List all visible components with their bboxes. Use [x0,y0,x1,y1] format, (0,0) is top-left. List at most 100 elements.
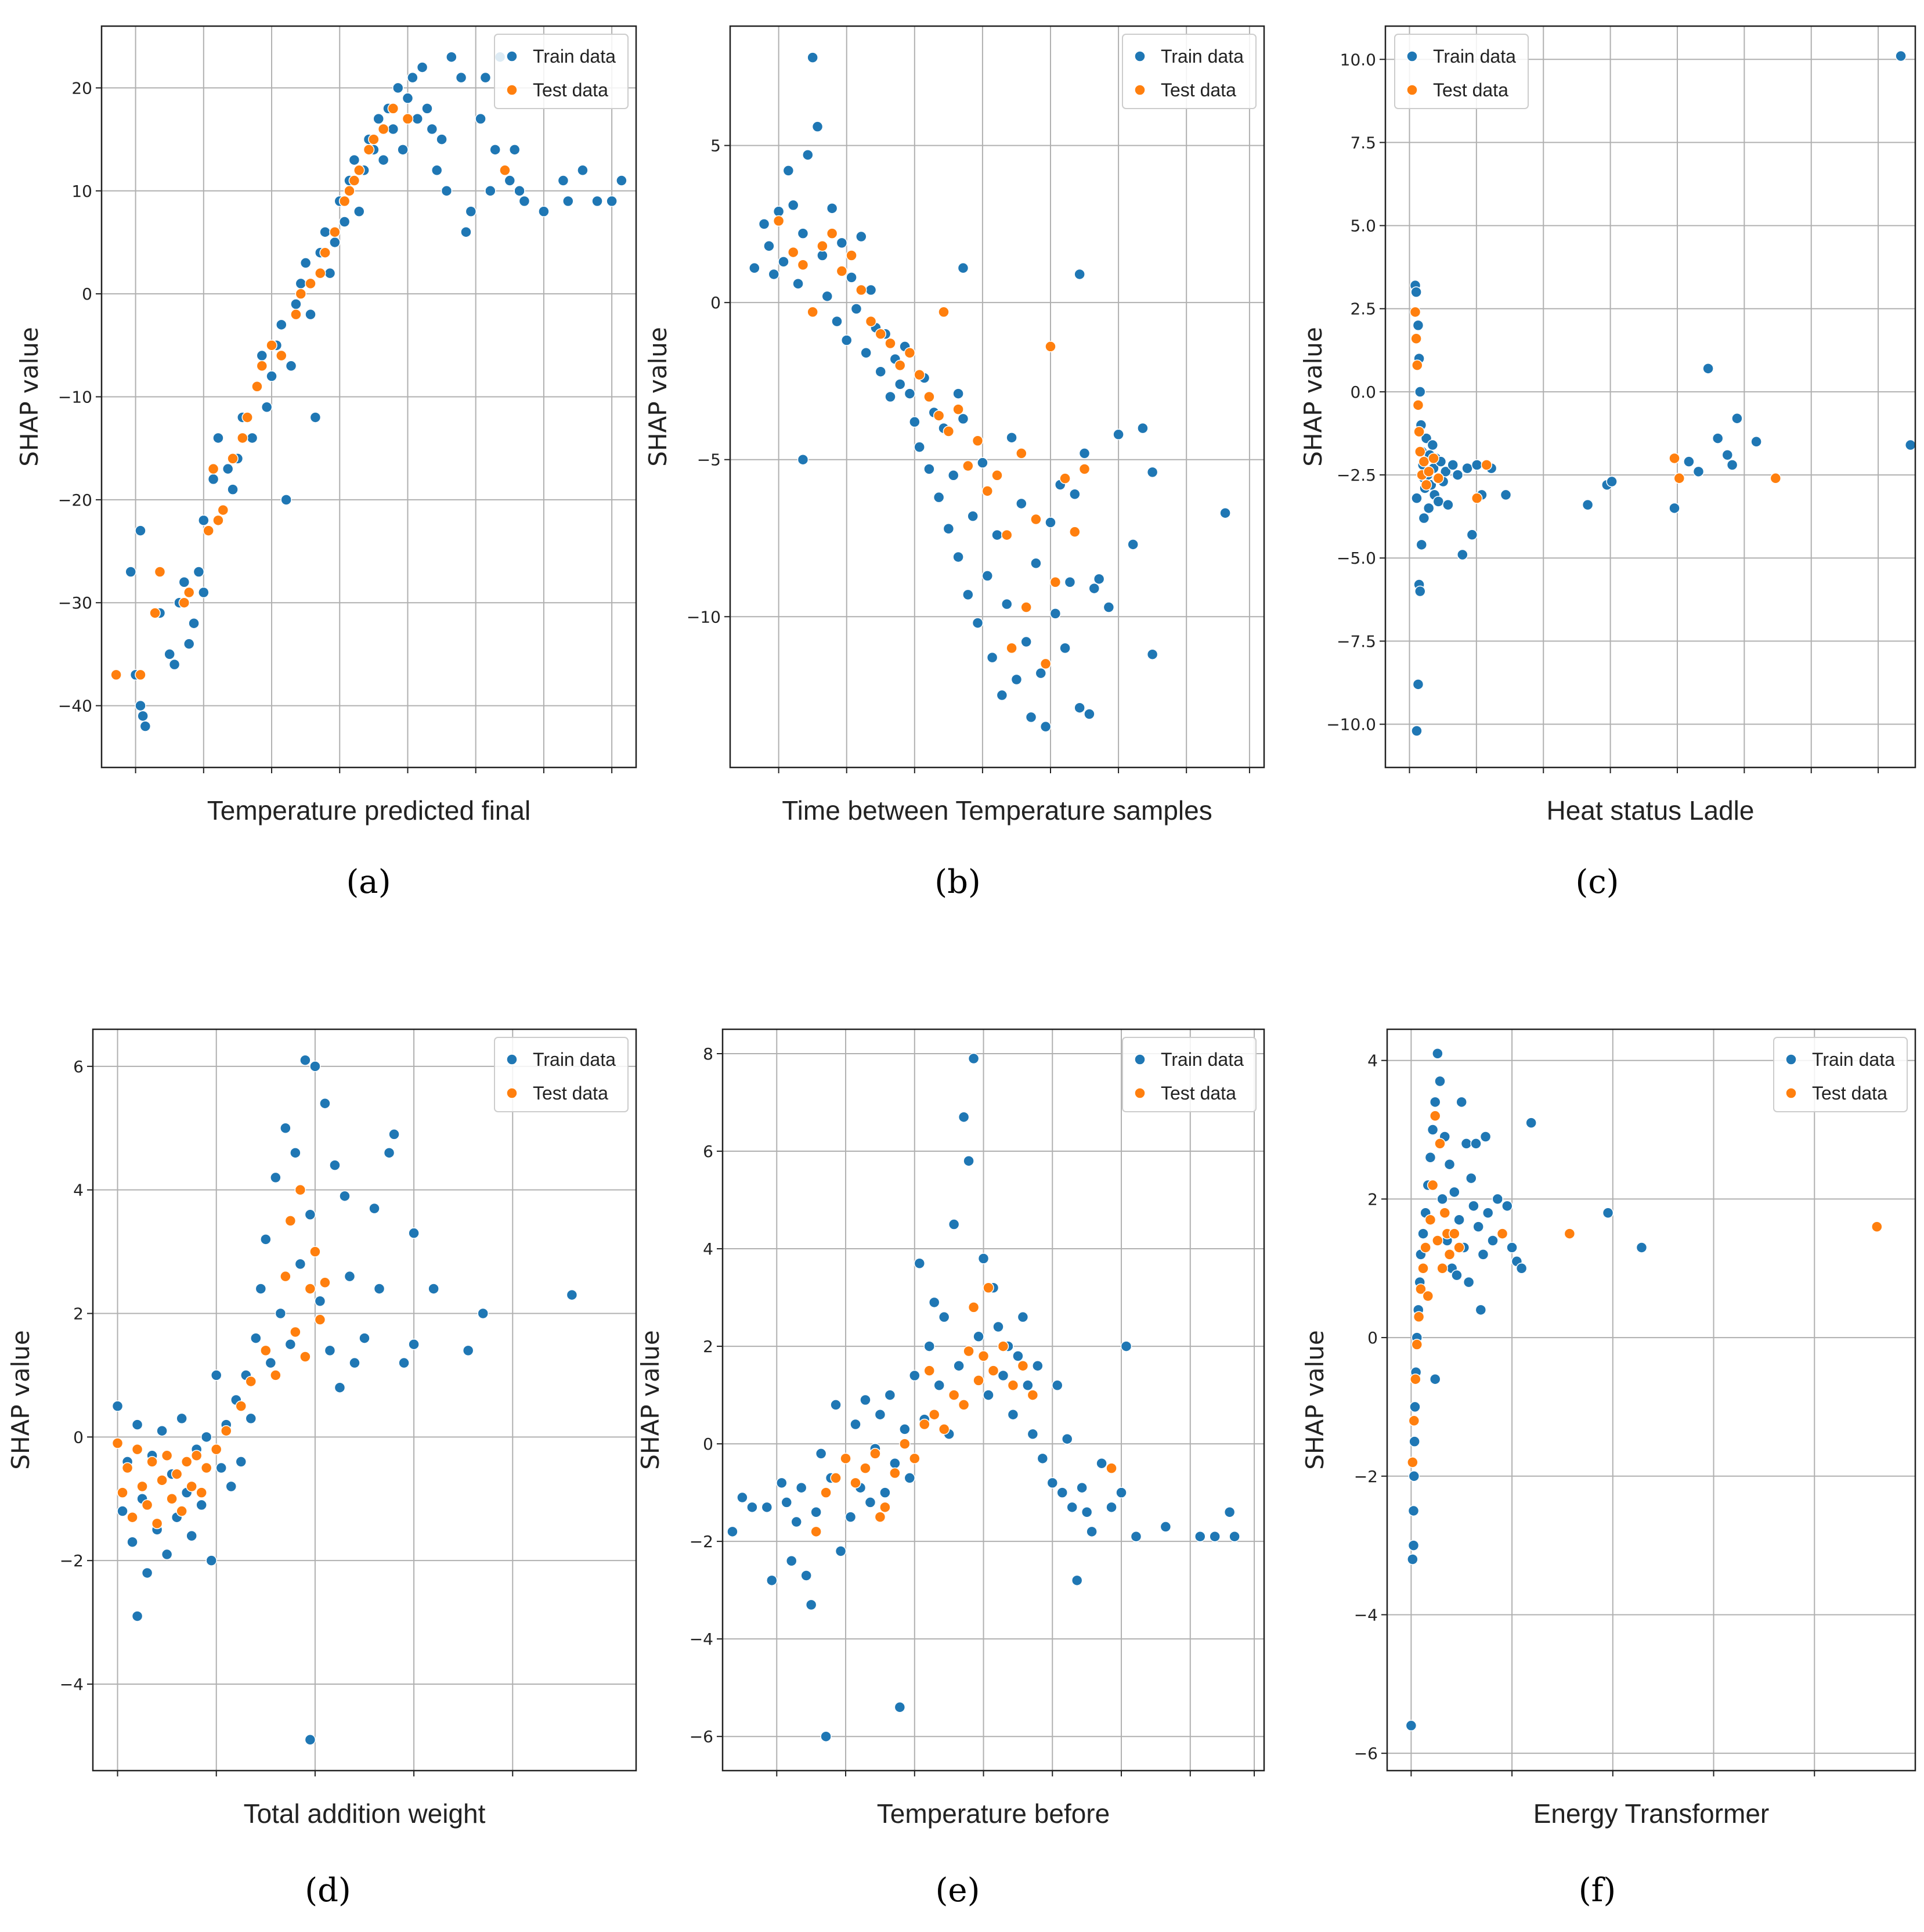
train-point [802,149,814,161]
legend-box [494,1037,629,1112]
train-point [408,1227,420,1239]
train-point [1429,1373,1441,1385]
test-point [338,195,351,207]
test-point [402,113,414,125]
test-point [203,525,214,536]
test-point [1418,456,1430,467]
test-point [1007,1379,1019,1392]
train-point [1408,1470,1420,1482]
test-point [1017,1360,1029,1372]
train-point [782,165,795,176]
test-point [830,1472,842,1484]
test-series [111,1184,331,1530]
legend-train-label: Train data [1812,1049,1895,1070]
train-point [284,1338,297,1350]
train-point [616,175,627,186]
train-point [1471,459,1483,471]
test-point [958,1399,970,1411]
test-point [987,1365,999,1376]
train-point [953,1360,965,1372]
train-point [1443,1158,1456,1170]
train-point [795,1482,807,1494]
train-point [402,92,414,104]
train-point [1492,1193,1504,1205]
train-point [1146,466,1158,478]
train-point [270,1172,281,1184]
test-point [178,597,190,608]
test-point [1496,1228,1508,1239]
train-point [1412,679,1424,690]
train-point [387,123,399,135]
train-point [1407,1505,1420,1517]
y-tick-label: 4 [703,1239,713,1259]
train-point [761,1501,773,1513]
train-point [1113,428,1124,441]
test-point [797,259,809,271]
train-point [193,566,205,578]
train-point [1007,1408,1019,1421]
y-axis-label: SHAP value [1301,1330,1329,1469]
legend-test-marker [506,1087,518,1099]
train-point [894,1702,906,1713]
grid [730,26,1264,767]
test-point [875,328,887,340]
train-point [904,1472,916,1484]
x-axis-label: Time between Temperature samples [782,795,1212,826]
y-tick-label: 0 [703,1434,713,1454]
legend-test-label: Test data [533,1083,608,1104]
test-point [200,1462,212,1474]
test-point [1427,1179,1439,1191]
y-axis-label: SHAP value [6,1330,35,1469]
grid [723,1029,1264,1771]
test-point [1059,473,1071,484]
train-point [1056,1487,1068,1498]
train-point [885,391,896,403]
train-point [1475,1304,1487,1316]
train-point [225,1480,237,1493]
legend-train-marker [1785,1054,1797,1065]
test-point [1420,1242,1431,1253]
train-point [810,1506,822,1518]
test-point [977,1350,990,1362]
train-point [996,689,1008,701]
train-point [1030,557,1042,569]
train-point [1432,496,1445,507]
train-series [1405,1048,1648,1732]
test-point [136,1480,148,1493]
train-point [914,441,925,453]
test-point [894,359,906,372]
test-point [377,123,389,135]
train-point [407,71,418,84]
train-point [518,195,530,207]
y-tick-label: −6 [1354,1744,1378,1763]
train-point [1093,573,1105,585]
train-point [811,121,824,132]
train-point [1025,711,1037,723]
train-point [1106,1501,1117,1513]
train-point [606,195,618,207]
test-point [807,306,818,318]
train-point [1429,1096,1441,1108]
train-point [800,1570,812,1581]
train-point [265,1357,277,1369]
test-point [166,1493,178,1505]
y-tick-label: 7.5 [1350,133,1376,152]
legend-train-label: Train data [1161,1049,1244,1070]
test-point [1020,601,1032,613]
panel-c: −10.0 −7.5 −5.0 −2.5 0.0 2.5 5.0 7.5 10.0 Train d… [1299,25,1916,901]
train-point [309,1061,321,1072]
test-point [1439,1207,1451,1219]
plot-frame [92,1028,637,1772]
train-point [1904,439,1916,451]
test-point [923,391,935,403]
test-point [1410,1373,1421,1385]
legend-test-label: Test data [1161,1083,1236,1104]
train-point [1020,636,1032,648]
test-point [270,1369,281,1381]
ticks: −6 −4 −2 0 2 4 6 8 [690,1044,1255,1776]
panel-label: (c) [1575,863,1619,901]
train-point [388,1129,400,1140]
train-point [566,1289,578,1301]
y-tick-label: −5.0 [1337,549,1376,568]
